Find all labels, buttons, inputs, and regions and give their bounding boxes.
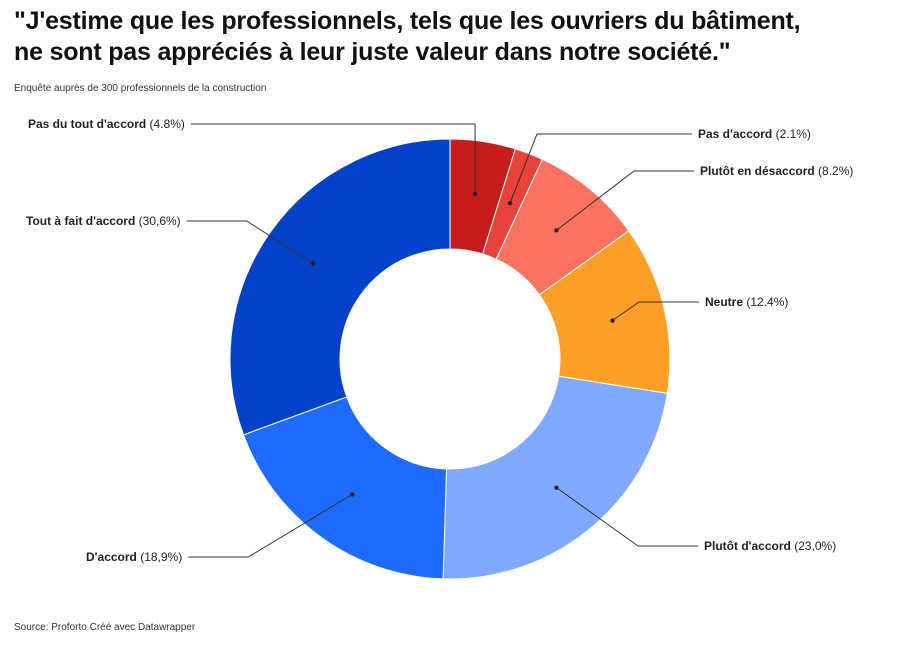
leader-dot-2 xyxy=(507,200,513,206)
leader-line-7 xyxy=(186,220,314,264)
slice-label-name: Pas du tout d'accord xyxy=(28,117,146,131)
leader-dot-3 xyxy=(554,228,559,233)
slice-label-value: (12.4%) xyxy=(743,295,788,309)
leader-line-3 xyxy=(556,170,694,231)
slice-label-name: D'accord xyxy=(86,550,137,564)
slice-label-name: Neutre xyxy=(705,295,743,309)
slice-label-3: Plutôt en désaccord (8.2%) xyxy=(700,164,853,178)
leader-dot-5 xyxy=(554,485,559,490)
leader-line-4 xyxy=(612,301,699,321)
leader-dot-1 xyxy=(472,191,478,197)
leader-line-2 xyxy=(509,133,692,204)
leader-line-1 xyxy=(190,123,476,194)
slice-label-value: (18,9%) xyxy=(137,550,182,564)
slice-label-1: Pas du tout d'accord (4.8%) xyxy=(28,117,185,131)
slice-7 xyxy=(229,138,451,436)
leader-line-6 xyxy=(188,493,353,558)
chart-title-line-1: "J'estime que les professionnels, tels q… xyxy=(14,7,801,35)
slice-label-name: Plutôt d'accord xyxy=(704,539,791,553)
slice-6 xyxy=(242,396,448,580)
slice-5 xyxy=(442,375,668,580)
slice-labels: Pas du tout d'accord (4.8%) Pas d'accord … xyxy=(26,117,853,564)
slice-label-value: (2.1%) xyxy=(772,127,811,141)
slice-label-name: Plutôt en désaccord xyxy=(700,164,815,178)
label-leader-lines xyxy=(186,123,699,558)
chart-title-line-2: ne sont pas appréciés à leur juste valeu… xyxy=(14,38,731,66)
slice-label-4: Neutre (12.4%) xyxy=(705,295,788,309)
slice-label-name: Pas d'accord xyxy=(698,127,772,141)
leader-dot-7 xyxy=(310,261,316,266)
slice-label-7: Tout à fait d'accord (30,6%) xyxy=(26,214,181,228)
donut-slices xyxy=(229,138,671,580)
chart-subtitle: Enquête auprès de 300 professionnels de … xyxy=(14,83,267,94)
slice-label-value: (4.8%) xyxy=(146,117,185,131)
slice-label-value: (23,0%) xyxy=(791,539,836,553)
chart-title: "J'estime que les professionnels, tels q… xyxy=(14,6,886,68)
slice-label-name: Tout à fait d'accord xyxy=(26,214,135,228)
leader-dot-6 xyxy=(350,492,355,497)
slice-label-value: (30,6%) xyxy=(135,214,180,228)
leader-dot-4 xyxy=(610,318,615,323)
slice-label-2: Pas d'accord (2.1%) xyxy=(698,127,811,141)
slice-label-6: D'accord (18,9%) xyxy=(86,550,182,564)
source-note: Source: Proforto Créé avec Datawrapper xyxy=(14,622,196,633)
slice-label-5: Plutôt d'accord (23,0%) xyxy=(704,539,836,553)
leader-line-5 xyxy=(556,487,698,547)
slice-label-value: (8.2%) xyxy=(815,164,854,178)
